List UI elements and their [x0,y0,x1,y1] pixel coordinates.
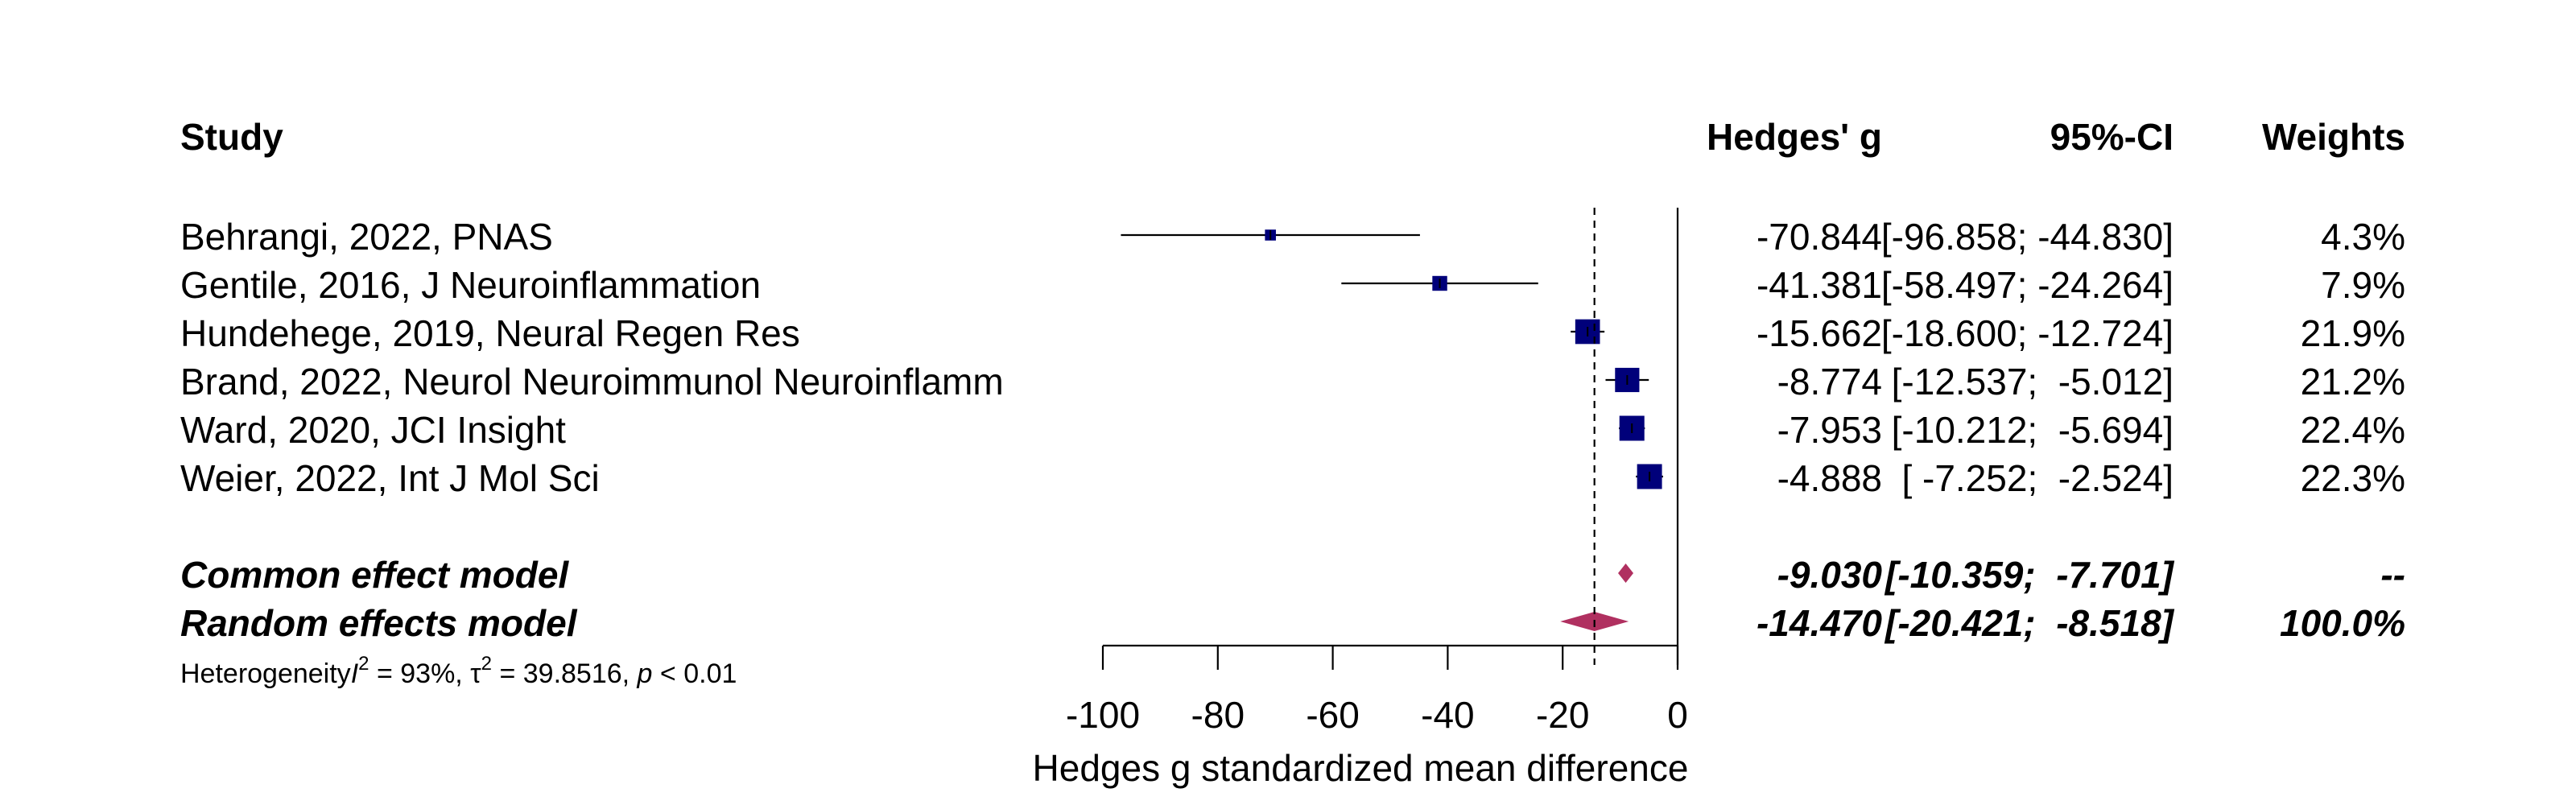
study-effect: -15.662 [1757,312,1882,354]
study-label: Brand, 2022, Neurol Neuroimmunol Neuroin… [180,361,1004,402]
study-ci: [-96.858; -44.830] [1881,216,2174,258]
study-effect: -8.774 [1777,361,1882,402]
heterogeneity-prefix: Heterogeneity [180,658,351,689]
x-tick-label: -40 [1421,694,1474,736]
study-label: Gentile, 2016, J Neuroinflammation [180,264,761,306]
study-effect: -4.888 [1777,457,1882,499]
study-weight: 22.3% [2301,457,2405,499]
study-ci: [-18.600; -12.724] [1881,312,2174,354]
study-weight: 21.2% [2301,361,2405,402]
plot-marks [1121,208,1679,665]
x-tick-label: -80 [1191,694,1245,736]
study-effect: -7.953 [1777,409,1882,451]
study-ci: [ -7.252; -2.524] [1892,457,2174,499]
header-ci: 95%-CI [2050,116,2174,158]
x-tick-label: 0 [1667,694,1688,736]
study-ci: [-10.212; -5.694] [1881,409,2174,451]
x-axis-title: Hedges g standardized mean difference [1033,747,1689,789]
i2-symbol: I [351,658,359,689]
study-weight: 22.4% [2301,409,2405,451]
study-weight: 7.9% [2321,264,2405,306]
heterogeneity-text: HeterogeneityI2 = 93%, τ2 = 39.8516, p <… [180,653,737,689]
study-weight: 21.9% [2301,312,2405,354]
x-tick-label: -20 [1536,694,1589,736]
study-label: Hundehege, 2019, Neural Regen Res [180,312,800,354]
summary-weight: -- [2380,554,2405,596]
header-study: Study [180,116,283,158]
x-tick-label: -60 [1306,694,1359,736]
header-weights: Weights [2262,116,2405,158]
study-label: Weier, 2022, Int J Mol Sci [180,457,600,499]
header-effect: Hedges' g [1707,116,1882,158]
study-label: Ward, 2020, JCI Insight [180,409,566,451]
summary-effect: -9.030 [1777,554,1883,596]
summary-ci: [-10.359; -7.701] [1884,554,2175,596]
study-rows: Behrangi, 2022, PNAS -70.844[-96.858; -44… [180,216,2405,644]
summary-diamond [1618,564,1634,583]
study-ci: [-12.537; -5.012] [1881,361,2174,402]
i2-value: = 93%, [369,658,471,689]
x-tick-label: -100 [1066,694,1140,736]
summary-weight: 100.0% [2280,602,2405,644]
study-weight: 4.3% [2321,216,2405,258]
summary-label: Random effects model [180,602,578,644]
tau2-symbol: τ [470,658,481,689]
summary-effect: -14.470 [1757,602,1882,644]
study-label: Behrangi, 2022, PNAS [180,216,553,258]
p-value: < 0.01 [652,658,737,689]
study-effect: -41.381 [1757,264,1882,306]
x-axis: -100 -80 -60 -40 -20 0 [1066,644,1688,736]
study-ci: [-58.497; -24.264] [1881,264,2174,306]
p-symbol: p [637,658,653,689]
summary-ci: [-20.421; -8.518] [1884,602,2175,644]
summary-label: Common effect model [180,554,569,596]
tau2-value: = 39.8516, [492,658,638,689]
study-effect: -70.844 [1757,216,1882,258]
